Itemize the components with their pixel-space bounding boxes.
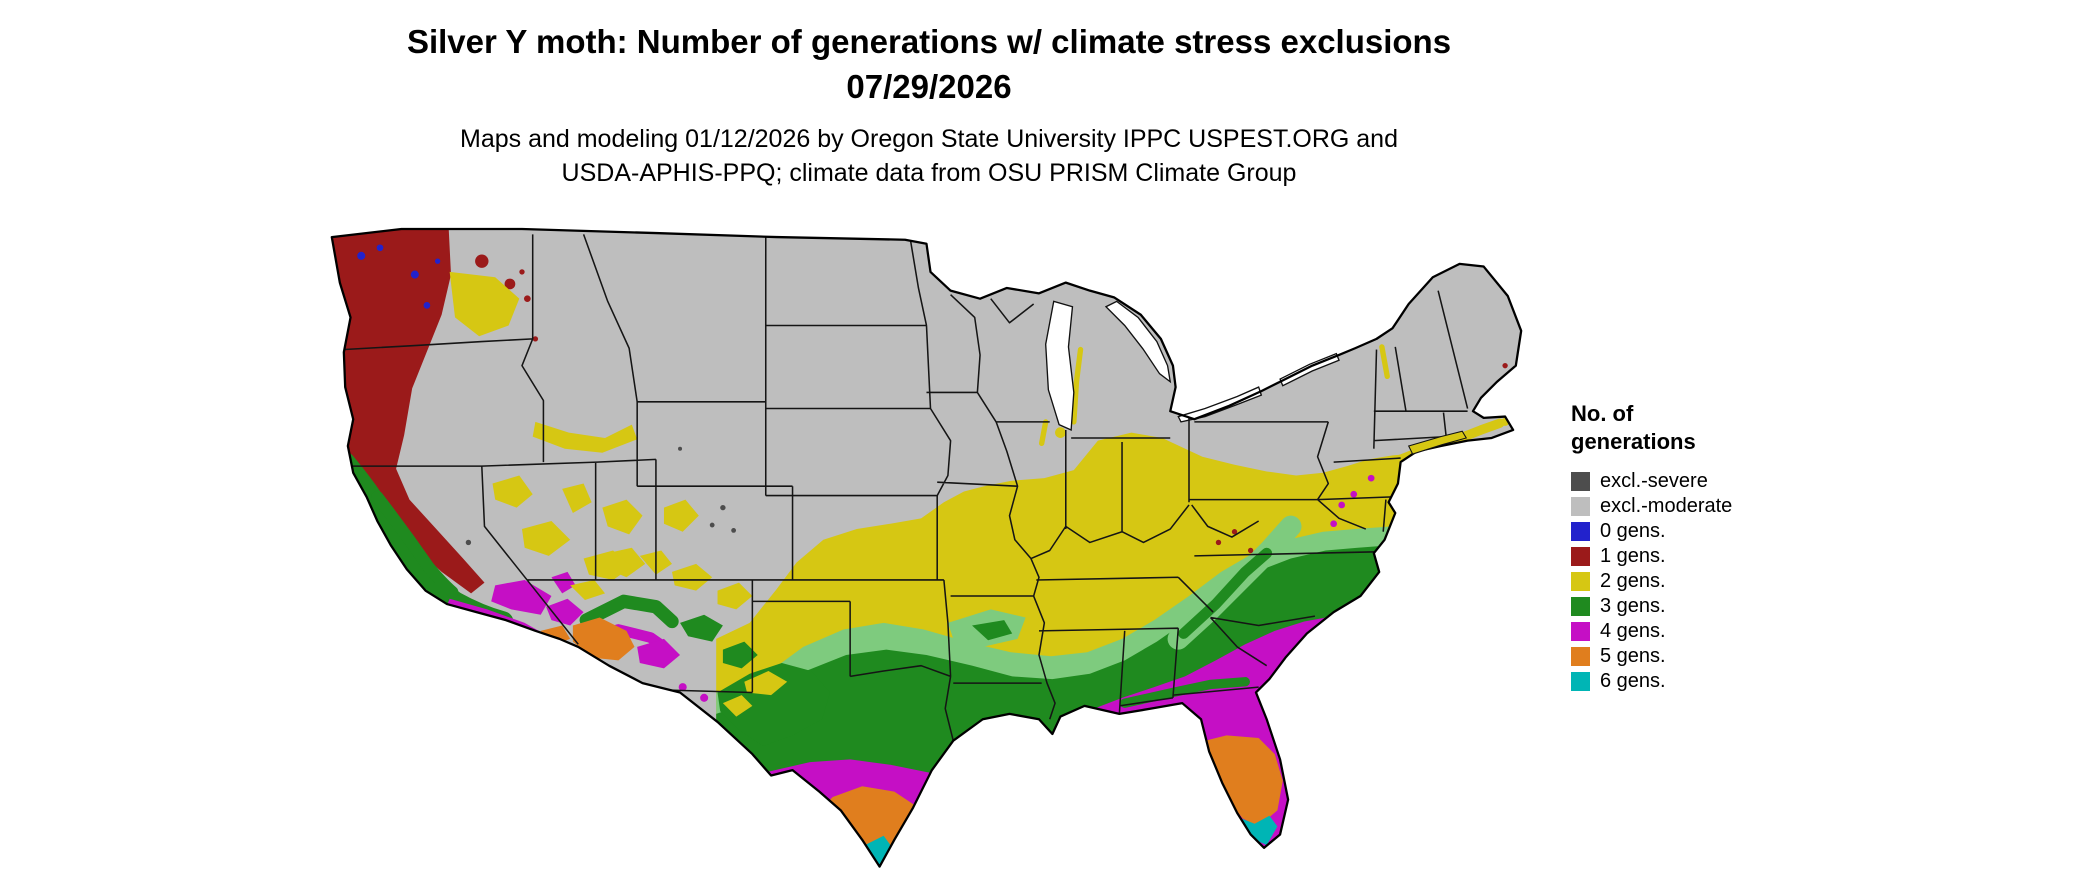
legend-swatch-0-gens <box>1571 522 1590 541</box>
legend-label: excl.-severe <box>1600 470 1708 492</box>
legend-title: No. of generations <box>1571 400 1811 456</box>
attribution-line-2: USDA-APHIS-PPQ; climate data from OSU PR… <box>561 159 1297 187</box>
legend-swatch-excl-severe <box>1571 472 1590 491</box>
lake-michigan <box>1045 300 1075 431</box>
legend-label: 3 gens. <box>1600 595 1666 617</box>
map-date: 07/29/2026 <box>846 68 1012 105</box>
legend-item-1-gens: 1 gens. <box>1571 544 1811 569</box>
page-title: Silver Y moth: Number of generations w/ … <box>406 23 1452 60</box>
legend-label: 0 gens. <box>1600 520 1666 542</box>
attribution-line-1: Maps and modeling 01/12/2026 by Oregon S… <box>460 125 1398 153</box>
legend-swatch-6-gens <box>1571 672 1590 691</box>
legend-title-line-1: No. of <box>1571 401 1634 426</box>
legend-label: 4 gens. <box>1600 620 1666 642</box>
legend-swatch-2-gens <box>1571 572 1590 591</box>
legend-swatch-5-gens <box>1571 647 1590 666</box>
legend-label: 6 gens. <box>1600 670 1666 692</box>
state-borders <box>342 234 1469 741</box>
legend-item-4-gens: 4 gens. <box>1571 619 1811 644</box>
legend-item-0-gens: 0 gens. <box>1571 519 1811 544</box>
legend-title-line-2: generations <box>1571 429 1696 454</box>
header: Silver Y moth: Number of generations w/ … <box>0 22 1858 190</box>
map-attribution: Maps and modeling 01/12/2026 by Oregon S… <box>0 122 1858 190</box>
long-island <box>1407 430 1468 455</box>
legend-label: 5 gens. <box>1600 645 1666 667</box>
legend-item-5-gens: 5 gens. <box>1571 644 1811 669</box>
legend-item-excl-moderate: excl.-moderate <box>1571 494 1811 519</box>
legend-label: 1 gens. <box>1600 545 1666 567</box>
legend-item-2-gens: 2 gens. <box>1571 569 1811 594</box>
legend-list: excl.-severe excl.-moderate 0 gens. 1 ge… <box>1571 469 1811 694</box>
legend-label: 2 gens. <box>1600 570 1666 592</box>
legend: No. of generations excl.-severe excl.-mo… <box>1571 400 1811 694</box>
lake-huron <box>1104 300 1172 384</box>
us-generations-map <box>330 227 1523 868</box>
legend-swatch-4-gens <box>1571 622 1590 641</box>
legend-swatch-excl-moderate <box>1571 497 1590 516</box>
legend-item-3-gens: 3 gens. <box>1571 594 1811 619</box>
legend-item-excl-severe: excl.-severe <box>1571 469 1811 494</box>
legend-label: excl.-moderate <box>1600 495 1733 517</box>
legend-item-6-gens: 6 gens. <box>1571 669 1811 694</box>
legend-swatch-3-gens <box>1571 597 1590 616</box>
legend-swatch-1-gens <box>1571 547 1590 566</box>
